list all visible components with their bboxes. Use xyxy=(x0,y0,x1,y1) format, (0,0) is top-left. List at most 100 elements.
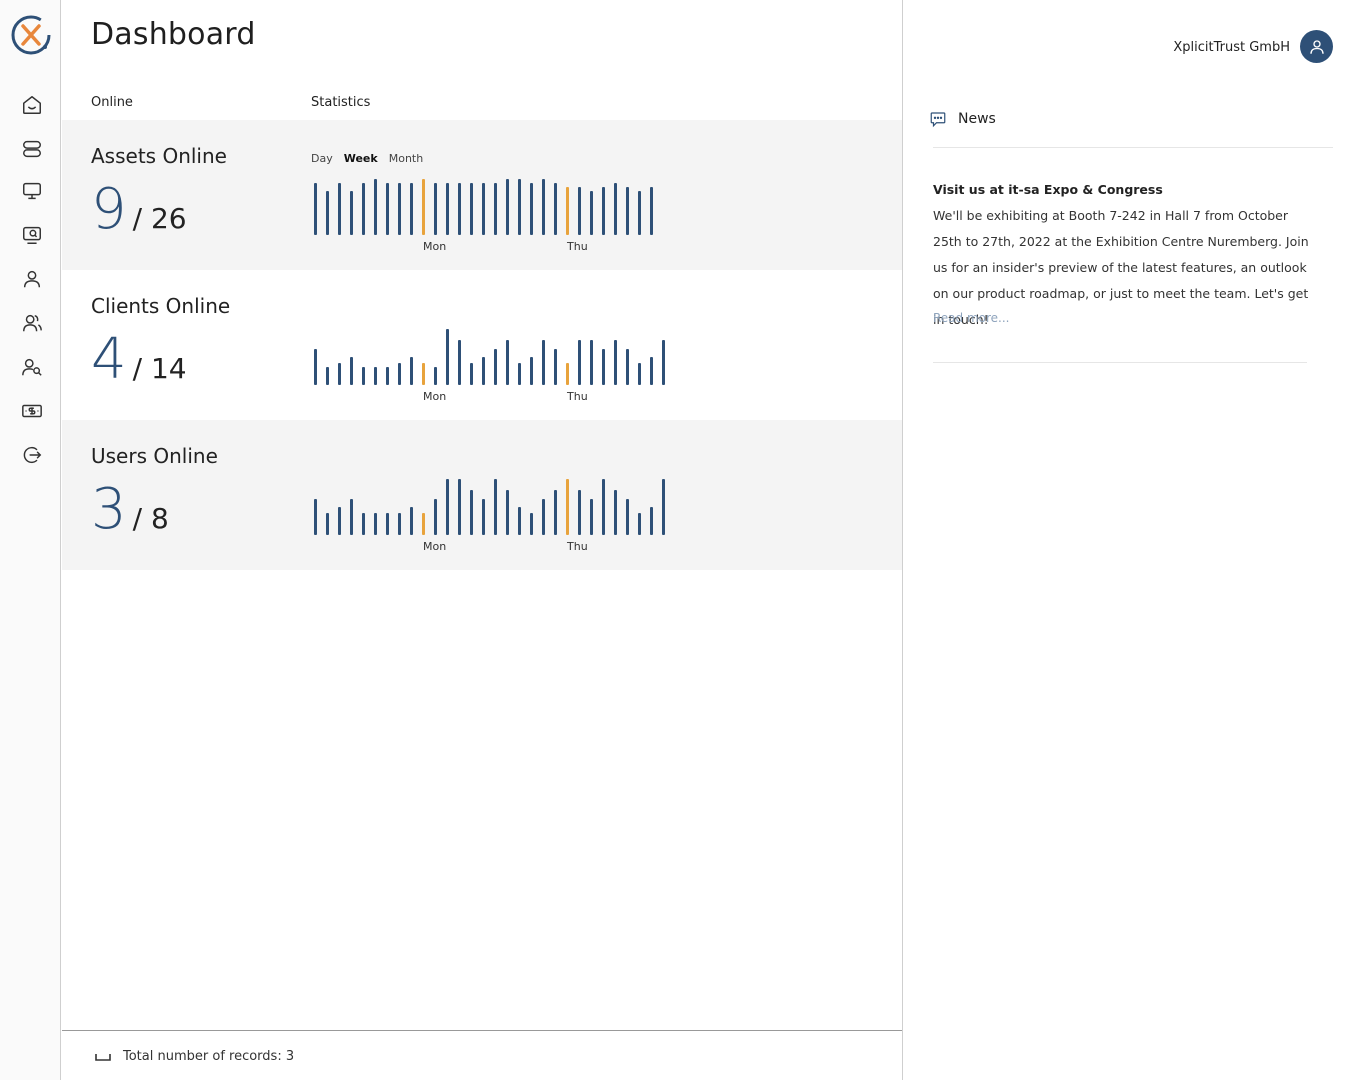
activity-bar xyxy=(362,513,365,535)
activity-bar xyxy=(470,183,473,235)
stat-total-count: / 26 xyxy=(132,202,187,235)
activity-bar xyxy=(590,191,593,235)
activity-bar xyxy=(518,507,521,535)
activity-bar xyxy=(614,183,617,235)
read-more-link[interactable]: Read more... xyxy=(933,311,1010,325)
home-icon xyxy=(23,96,41,114)
activity-bar xyxy=(626,187,629,235)
activity-bar xyxy=(494,479,497,535)
news-header: News xyxy=(929,110,996,128)
nav-servers[interactable] xyxy=(19,136,45,162)
nav-user-search[interactable] xyxy=(19,354,45,380)
activity-bar xyxy=(578,187,581,235)
stat-value: 3 / 8 xyxy=(91,482,169,538)
nav-home[interactable] xyxy=(19,92,45,118)
nav-logout[interactable] xyxy=(19,442,45,468)
activity-bar xyxy=(602,479,605,535)
billing-icon xyxy=(22,404,42,418)
nav-billing[interactable] xyxy=(19,398,45,424)
activity-bar xyxy=(350,191,353,235)
stat-value: 4 / 14 xyxy=(91,332,187,388)
users-icon xyxy=(23,314,42,332)
activity-bar xyxy=(566,187,569,235)
tick-label-mon: Mon xyxy=(423,240,447,253)
stat-row-clients: Clients Online 4 / 14 Mon Thu xyxy=(62,270,902,420)
monitor-search-icon xyxy=(23,226,41,244)
user-icon xyxy=(23,270,41,288)
news-divider xyxy=(933,147,1333,148)
nav-devices[interactable] xyxy=(19,178,45,204)
activity-bar xyxy=(578,490,581,535)
activity-bar xyxy=(374,513,377,535)
news-label: News xyxy=(958,111,996,127)
activity-bar xyxy=(446,183,449,235)
activity-bar xyxy=(386,183,389,235)
activity-bar xyxy=(386,367,389,385)
activity-bar xyxy=(362,367,365,385)
activity-bar xyxy=(398,363,401,385)
range-tab-month[interactable]: Month xyxy=(388,152,424,165)
activity-bar xyxy=(482,499,485,535)
footer: Total number of records: 3 xyxy=(95,1049,294,1064)
stat-total-count: / 8 xyxy=(132,502,169,535)
nav-device-search[interactable] xyxy=(19,222,45,248)
range-tab-week[interactable]: Week xyxy=(343,152,378,165)
activity-bar xyxy=(338,507,341,535)
activity-bar xyxy=(554,349,557,385)
company-name: XplicitTrust GmbH xyxy=(1173,40,1290,55)
activity-bar xyxy=(554,183,557,235)
activity-bar xyxy=(614,340,617,385)
activity-bar xyxy=(638,513,641,535)
activity-bar xyxy=(398,513,401,535)
news-divider xyxy=(933,362,1307,363)
activity-bar xyxy=(314,183,317,235)
records-count: Total number of records: 3 xyxy=(123,1049,295,1064)
activity-bar xyxy=(590,340,593,385)
activity-bar xyxy=(338,183,341,235)
nav-users[interactable] xyxy=(19,310,45,336)
activity-bar xyxy=(506,490,509,535)
activity-bar xyxy=(566,479,569,535)
tick-label-mon: Mon xyxy=(423,390,447,403)
stat-title: Assets Online xyxy=(91,144,227,168)
activity-bar xyxy=(662,479,665,535)
logo-icon[interactable] xyxy=(10,14,52,56)
activity-bar xyxy=(350,499,353,535)
activity-bar xyxy=(530,183,533,235)
activity-bar xyxy=(506,340,509,385)
stat-online-count: 9 xyxy=(91,177,127,242)
activity-bars xyxy=(314,325,665,385)
user-search-icon xyxy=(22,358,42,376)
activity-bar xyxy=(482,357,485,385)
avatar[interactable] xyxy=(1300,30,1333,63)
news-body: We'll be exhibiting at Booth 7-242 in Ha… xyxy=(933,208,1309,327)
monitor-icon xyxy=(23,182,41,200)
activity-bar xyxy=(602,349,605,385)
range-tab-day[interactable]: Day xyxy=(311,152,333,165)
activity-bar xyxy=(650,187,653,235)
activity-bar xyxy=(494,183,497,235)
stat-title: Users Online xyxy=(91,444,218,468)
activity-bar xyxy=(470,490,473,535)
tick-label-thu: Thu xyxy=(567,390,588,403)
activity-bar xyxy=(422,513,425,535)
activity-bar xyxy=(434,499,437,535)
nav-user[interactable] xyxy=(19,266,45,292)
footer-divider xyxy=(62,1030,902,1031)
logout-icon xyxy=(23,446,42,464)
activity-bar xyxy=(542,499,545,535)
records-icon xyxy=(95,1053,111,1061)
activity-bar xyxy=(422,363,425,385)
chat-bubble-icon xyxy=(930,112,946,128)
activity-bar xyxy=(482,183,485,235)
activity-bar xyxy=(518,363,521,385)
tick-label-thu: Thu xyxy=(567,540,588,553)
activity-bar xyxy=(566,363,569,385)
stat-title: Clients Online xyxy=(91,294,231,318)
activity-bar xyxy=(578,340,581,385)
activity-bar xyxy=(350,357,353,385)
activity-bar xyxy=(326,367,329,385)
activity-bar xyxy=(326,513,329,535)
activity-bar xyxy=(422,179,425,235)
activity-bar xyxy=(518,179,521,235)
